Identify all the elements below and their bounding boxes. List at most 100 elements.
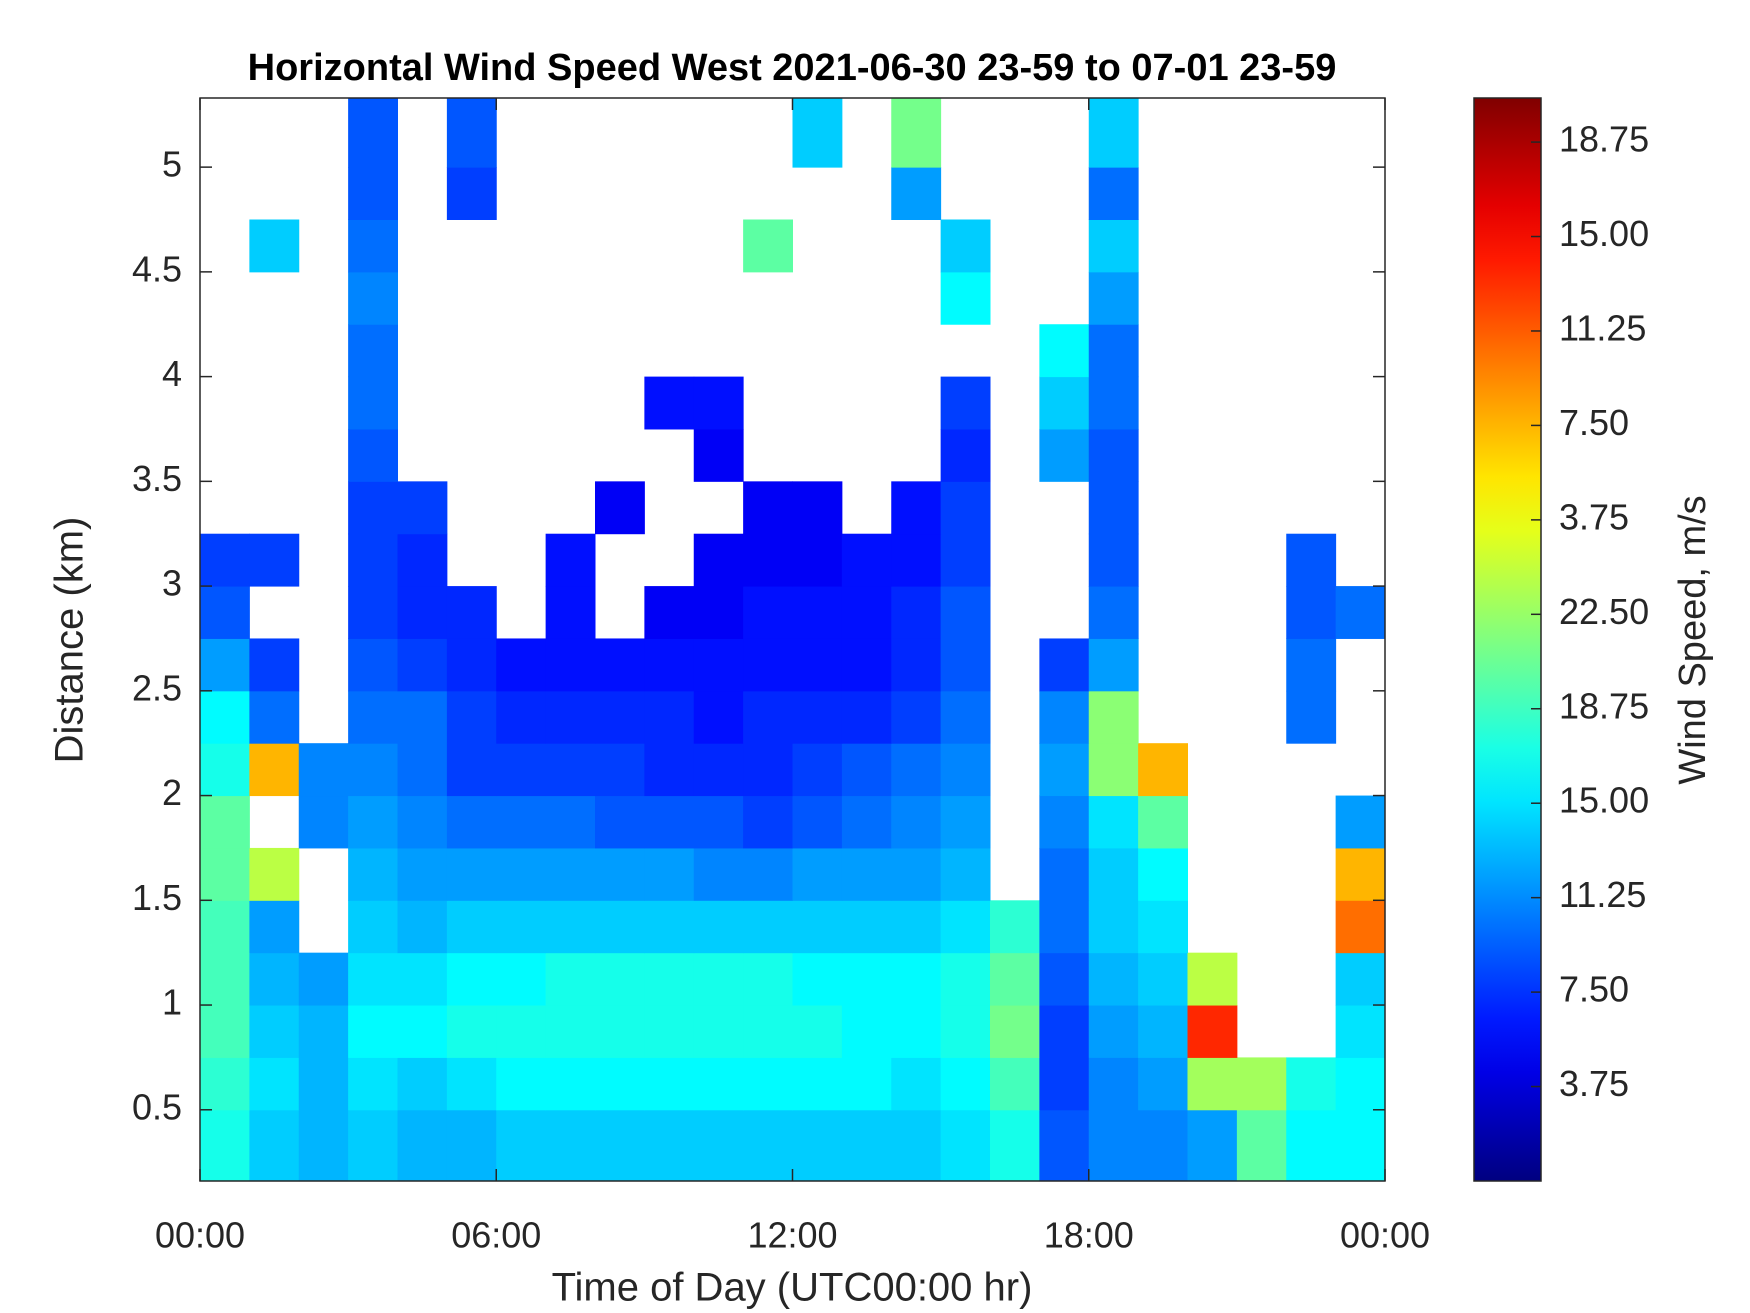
heat-cell (644, 1057, 695, 1111)
heat-cell (940, 795, 991, 849)
heat-cell (891, 743, 942, 797)
heat-cell (1286, 1057, 1337, 1111)
heat-cell (743, 1005, 793, 1058)
heat-cell (298, 952, 349, 1006)
heat-cell (792, 638, 843, 692)
heat-cell (841, 1057, 892, 1111)
heat-cell (545, 533, 596, 587)
heat-cell (1039, 795, 1090, 849)
heat-cell (743, 743, 793, 797)
heat-cell (940, 533, 991, 587)
heat-cell (792, 533, 843, 587)
heat-cell (1088, 638, 1139, 692)
heat-cell (743, 952, 793, 1006)
heat-cell (249, 1109, 300, 1182)
heat-cell (644, 952, 695, 1006)
chart-title: Horizontal Wind Speed West 2021-06-30 23… (248, 47, 1337, 89)
heat-cell (595, 743, 645, 797)
heat-cell (1088, 586, 1139, 639)
heat-cell (298, 795, 349, 849)
heat-cell (446, 1109, 497, 1182)
heat-cell (990, 1057, 1040, 1111)
heat-cell (1039, 952, 1090, 1006)
heat-cell (397, 1109, 448, 1182)
heat-cell (1187, 952, 1238, 1006)
colorbar-tick-label: 22.50 (1559, 591, 1649, 632)
heat-cell (891, 952, 942, 1006)
heat-cell (792, 1005, 843, 1058)
heat-cell (249, 638, 300, 692)
heat-cell (1088, 900, 1139, 954)
heat-cell (841, 638, 892, 692)
heat-cell (496, 1005, 547, 1058)
heat-cell (1138, 1109, 1188, 1182)
heat-cell (545, 586, 596, 639)
heat-cell (644, 586, 695, 639)
heat-cell (348, 481, 398, 535)
heat-cell (348, 690, 398, 744)
heat-cell (397, 743, 448, 797)
heat-cell (891, 690, 942, 744)
heat-cell (1088, 219, 1139, 273)
colorbar-label: Wind Speed, m/s (1672, 495, 1714, 784)
heat-cell (348, 271, 398, 325)
y-tick-label: 4 (162, 353, 182, 394)
heat-cell (200, 533, 250, 587)
heat-cell (1088, 533, 1139, 587)
heat-cell (397, 638, 448, 692)
heat-cell (792, 1057, 843, 1111)
heat-cell (397, 690, 448, 744)
heat-cell (446, 690, 497, 744)
heat-cell (792, 743, 843, 797)
heat-cell (397, 847, 448, 901)
heat-cell (496, 690, 547, 744)
heat-cell (1138, 1005, 1188, 1058)
heat-cell (693, 586, 744, 639)
heat-cell (446, 167, 497, 220)
heat-cell (1335, 586, 1386, 639)
heat-cell (644, 690, 695, 744)
heat-cell (1088, 376, 1139, 430)
heat-cell (743, 900, 793, 954)
heat-cell (644, 1005, 695, 1058)
heat-cell (693, 638, 744, 692)
heat-cell (891, 586, 942, 639)
heat-cell (1138, 795, 1188, 849)
heat-cell (1335, 900, 1386, 954)
heat-cell (693, 376, 744, 430)
heat-cell (644, 1109, 695, 1182)
heat-cell (1187, 1005, 1238, 1058)
heat-cell (891, 167, 942, 220)
heat-cell (249, 533, 300, 587)
heat-cell (1187, 1109, 1238, 1182)
heat-cell (348, 586, 398, 639)
heat-cell (200, 1109, 250, 1182)
heat-cell (249, 952, 300, 1006)
heat-cell (200, 795, 250, 849)
heat-cell (693, 847, 744, 901)
heat-cell (644, 847, 695, 901)
heat-cell (1088, 1109, 1139, 1182)
heat-cell (841, 952, 892, 1006)
heat-cell (200, 690, 250, 744)
heat-cell (249, 900, 300, 954)
heat-cell (397, 795, 448, 849)
heat-cell (545, 638, 596, 692)
colorbar-tick-label: 11.25 (1559, 307, 1646, 348)
colorbar-tick-label: 3.75 (1559, 496, 1629, 537)
heat-cell (1335, 1005, 1386, 1058)
heat-cell (990, 1005, 1040, 1058)
heat-cell (496, 1057, 547, 1111)
heat-cell (743, 1109, 793, 1182)
heat-cell (496, 638, 547, 692)
heat-cell (743, 847, 793, 901)
heat-cell (1039, 1005, 1090, 1058)
heat-cell (1088, 271, 1139, 325)
heat-cell (1138, 743, 1188, 797)
heat-cell (545, 1057, 596, 1111)
x-tick-label: 00:00 (155, 1215, 245, 1256)
colorbar (1474, 98, 1541, 1181)
heat-cell (940, 690, 991, 744)
heat-cell (891, 1005, 942, 1058)
